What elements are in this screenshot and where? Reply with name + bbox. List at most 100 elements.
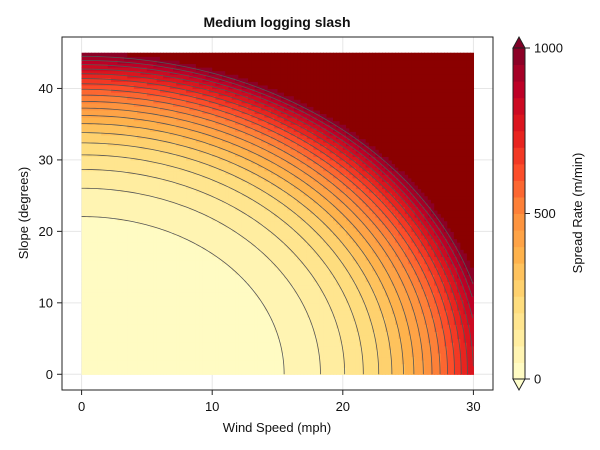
heatmap-cell <box>225 288 230 293</box>
heatmap-cell <box>336 292 341 297</box>
heatmap-cell <box>97 370 102 375</box>
heatmap-cell <box>182 317 187 322</box>
heatmap-cell <box>408 338 412 343</box>
heatmap-cell <box>156 327 161 332</box>
heatmap-cell <box>257 292 262 297</box>
heatmap-cell <box>186 342 190 347</box>
heatmap-cell <box>460 295 465 300</box>
heatmap-cell <box>453 284 458 290</box>
heatmap-cell <box>352 356 357 361</box>
heatmap-cell <box>303 345 308 350</box>
heatmap-cell <box>444 320 448 325</box>
heatmap-cell <box>88 345 92 350</box>
heatmap-cell <box>107 281 112 286</box>
heatmap-cell <box>430 281 435 286</box>
heatmap-cell <box>391 367 396 372</box>
heatmap-cell <box>450 302 455 307</box>
heatmap-cell <box>411 302 416 307</box>
heatmap-cell <box>270 317 275 322</box>
heatmap-cell <box>143 367 148 372</box>
heatmap-cell <box>385 349 390 354</box>
heatmap-cell <box>241 317 246 322</box>
heatmap-cell <box>101 345 106 350</box>
heatmap-cell <box>94 356 99 361</box>
heatmap-cell <box>228 295 233 300</box>
heatmap-cell <box>306 356 311 361</box>
heatmap-cell <box>401 313 406 318</box>
heatmap-cell <box>120 338 125 343</box>
heatmap-cell <box>339 370 344 375</box>
heatmap-cell <box>349 367 354 372</box>
heatmap-cell <box>365 299 370 304</box>
heatmap-cell <box>359 313 363 318</box>
heatmap-cell <box>169 320 174 325</box>
heatmap-cell <box>179 327 184 332</box>
heatmap-cell <box>192 331 197 336</box>
heatmap-cell <box>310 313 315 318</box>
heatmap-cell <box>388 288 393 293</box>
heatmap-cell <box>215 334 220 340</box>
heatmap-cell <box>355 299 360 304</box>
heatmap-cell <box>218 281 223 286</box>
heatmap-cell <box>120 363 125 368</box>
heatmap-cell <box>169 349 174 354</box>
heatmap-cell <box>447 292 452 297</box>
heatmap-cell <box>300 342 305 347</box>
heatmap-cell <box>235 284 239 290</box>
heatmap-cell <box>368 324 373 329</box>
heatmap-cell <box>150 327 155 332</box>
heatmap-cell <box>284 349 288 354</box>
heatmap-cell <box>319 349 324 354</box>
heatmap-cell <box>316 356 321 361</box>
heatmap-cell <box>414 338 419 343</box>
heatmap-cell <box>329 295 334 300</box>
heatmap-cell <box>84 370 89 375</box>
heatmap-cell <box>398 370 403 375</box>
heatmap-cell <box>316 331 321 336</box>
heatmap-cell <box>130 313 135 318</box>
heatmap-cell <box>421 327 426 332</box>
heatmap-cell <box>333 295 337 300</box>
heatmap-cell <box>104 331 109 336</box>
heatmap-cell <box>303 334 308 340</box>
heatmap-cell <box>179 370 184 375</box>
heatmap-cell <box>81 313 86 318</box>
heatmap-cell <box>124 352 128 358</box>
heatmap-cell <box>221 334 226 340</box>
heatmap-cell <box>241 299 246 304</box>
heatmap-cell <box>173 295 177 300</box>
heatmap-cell <box>261 306 266 311</box>
heatmap-cell <box>192 320 197 325</box>
heatmap-cell <box>450 292 455 297</box>
heatmap-cell <box>124 363 128 368</box>
heatmap-cell <box>114 370 119 375</box>
heatmap-cell <box>120 313 125 318</box>
heatmap-cell <box>254 302 259 307</box>
heatmap-cell <box>417 284 422 290</box>
heatmap-cell <box>179 352 184 358</box>
heatmap-cell <box>375 317 380 322</box>
heatmap-cell <box>173 281 177 286</box>
heatmap-cell <box>231 320 236 325</box>
heatmap-cell <box>375 309 380 315</box>
heatmap-cell <box>169 352 174 358</box>
heatmap-cell <box>97 356 102 361</box>
heatmap-cell <box>94 309 99 315</box>
heatmap-cell <box>146 370 151 375</box>
heatmap-cell <box>159 331 164 336</box>
heatmap-cell <box>159 317 164 322</box>
heatmap-cell <box>127 324 132 329</box>
heatmap-cell <box>326 299 331 304</box>
heatmap-cell <box>450 363 455 368</box>
heatmap-cell <box>342 295 347 300</box>
heatmap-cell <box>319 281 324 286</box>
heatmap-cell <box>342 338 347 343</box>
heatmap-cell <box>205 309 210 315</box>
heatmap-cell <box>424 349 429 354</box>
heatmap-cell <box>287 324 292 329</box>
heatmap-cell <box>388 324 393 329</box>
heatmap-cell <box>192 306 197 311</box>
heatmap-cell <box>215 302 220 307</box>
heatmap-cell <box>355 284 360 290</box>
heatmap-cell <box>336 349 341 354</box>
